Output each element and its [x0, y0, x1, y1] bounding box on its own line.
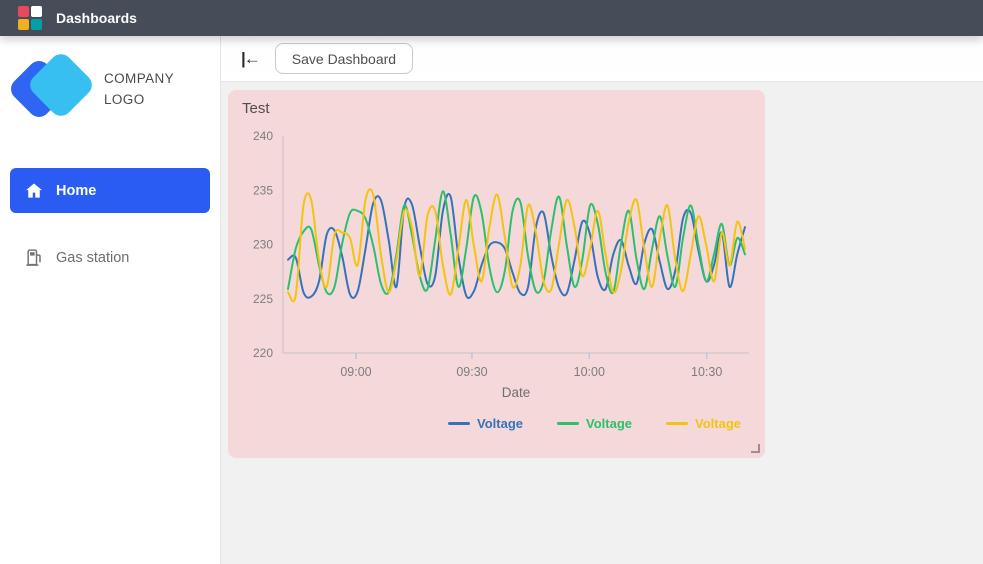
collapse-sidebar-button[interactable]: |←: [237, 47, 263, 71]
grid-square-yellow: [18, 19, 29, 30]
sidebar-item-label: Home: [56, 182, 97, 199]
sidebar-item-label: Gas station: [56, 249, 130, 266]
sidebar-nav: Home Gas station: [0, 168, 220, 280]
toolbar: |← Save Dashboard: [221, 36, 983, 82]
home-icon: [26, 183, 42, 198]
dashboard-canvas: Test 220 225 230 235 240 09:00 09:30 10:00 10:30…: [221, 82, 983, 564]
widget-panel[interactable]: Test 220 225 230 235 240 09:00 09:30 10:00 10:30…: [228, 90, 765, 458]
legend-line-icon: [448, 422, 470, 425]
svg-text:09:30: 09:30: [456, 365, 487, 379]
legend-label: Voltage: [695, 416, 741, 431]
legend-item[interactable]: Voltage: [557, 416, 632, 431]
grid-square-white: [31, 6, 42, 17]
company-logo-icon: [6, 49, 100, 128]
svg-text:09:00: 09:00: [340, 365, 371, 379]
app-title: Dashboards: [56, 10, 137, 26]
legend-line-icon: [557, 422, 579, 425]
voltage-chart[interactable]: 220 225 230 235 240 09:00 09:30 10:00 10:30 Date: [228, 119, 765, 404]
svg-text:225: 225: [253, 292, 273, 306]
svg-text:220: 220: [253, 346, 273, 360]
sidebar-item-home[interactable]: Home: [10, 168, 210, 213]
top-bar: Dashboards: [0, 0, 983, 36]
gas-pump-icon: [26, 248, 41, 266]
grid-square-red: [18, 6, 29, 17]
svg-text:10:30: 10:30: [691, 365, 722, 379]
legend-item[interactable]: Voltage: [448, 416, 523, 431]
svg-text:Date: Date: [502, 385, 531, 400]
svg-text:10:00: 10:00: [574, 365, 605, 379]
legend-label: Voltage: [586, 416, 632, 431]
logo-text: COMPANY LOGO: [104, 68, 174, 110]
logo-text-line1: COMPANY: [104, 71, 175, 86]
chart-legend: Voltage Voltage Voltage: [228, 416, 765, 431]
save-dashboard-button[interactable]: Save Dashboard: [274, 43, 414, 74]
dashboards-grid-icon: [18, 6, 42, 30]
svg-text:230: 230: [253, 238, 273, 252]
legend-item[interactable]: Voltage: [666, 416, 741, 431]
logo-text-line2: LOGO: [104, 92, 145, 107]
company-logo: COMPANY LOGO: [6, 49, 220, 128]
legend-line-icon: [666, 422, 688, 425]
resize-handle-icon[interactable]: [751, 444, 760, 453]
svg-text:235: 235: [253, 183, 273, 197]
sidebar-item-gas-station[interactable]: Gas station: [10, 235, 210, 280]
legend-label: Voltage: [477, 416, 523, 431]
widget-title: Test: [242, 100, 270, 117]
grid-square-teal: [31, 19, 42, 30]
svg-text:240: 240: [253, 129, 273, 143]
sidebar: COMPANY LOGO Home Gas station: [0, 36, 221, 564]
main-area: |← Save Dashboard Test 220 225 230 235 240 09…: [221, 36, 983, 564]
